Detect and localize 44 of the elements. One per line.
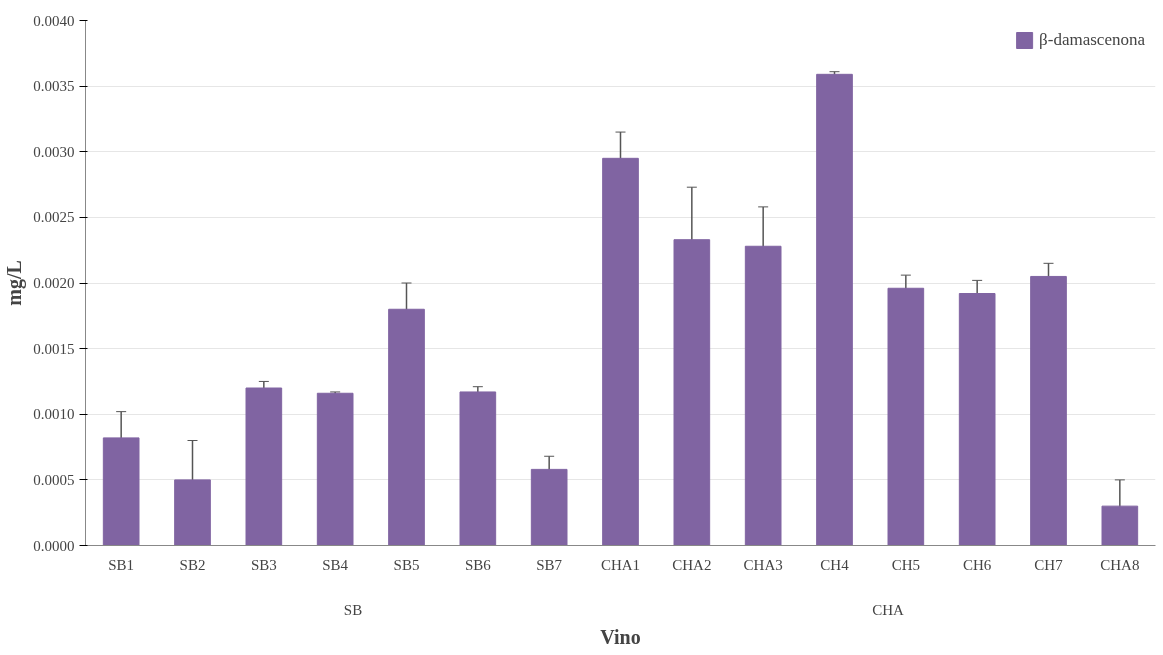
- x-tick-label: SB1: [108, 556, 135, 573]
- bar: [459, 391, 497, 546]
- x-tick-label: CHA2: [672, 556, 712, 573]
- x-tick-label: CHA1: [600, 556, 641, 573]
- bar: [958, 293, 996, 546]
- x-tick-label: CH4: [820, 556, 850, 573]
- bar: [245, 387, 283, 546]
- bar: [174, 479, 211, 546]
- bar: [1030, 275, 1067, 546]
- text: SB: [343, 601, 363, 618]
- x-tick-label: SB2: [179, 556, 206, 573]
- x-tick-label: CH7: [1034, 556, 1064, 573]
- y-tick-label: 0.0000: [33, 537, 75, 554]
- bar: [316, 392, 354, 546]
- x-tick-label: CH6: [963, 556, 992, 573]
- bar: [102, 437, 140, 546]
- y-tick-label: 0.0020: [33, 275, 75, 291]
- y-tick-label: 0.0005: [33, 471, 75, 488]
- y-tick-label: 0.0025: [33, 209, 75, 226]
- x-tick-label: SB3: [250, 556, 277, 573]
- x-tick-label: CHA3: [743, 556, 783, 573]
- x-tick-label: CH5: [891, 556, 921, 573]
- x-tick-label: SB6: [464, 556, 492, 573]
- bar: [887, 287, 925, 546]
- text: CHA: [872, 601, 904, 618]
- bar: [530, 468, 568, 546]
- bar: [816, 73, 853, 546]
- x-tick-label: SB5: [393, 556, 420, 573]
- bar: [1101, 505, 1139, 546]
- bar: [673, 239, 711, 546]
- y-tick-label: 0.0030: [33, 143, 75, 160]
- x-tick-label: SB4: [322, 556, 349, 573]
- y-tick-label: 0.0035: [33, 78, 75, 95]
- bar: [744, 245, 782, 546]
- x-tick-label: CHA8: [1100, 556, 1140, 573]
- bar: [602, 157, 639, 546]
- x-axis-title: Vino: [600, 625, 641, 648]
- y-tick-label: 0.0010: [33, 406, 75, 423]
- x-tick-label: SB7: [536, 556, 563, 573]
- legend-label: β-damascenona: [1039, 30, 1145, 50]
- bar: [388, 308, 425, 546]
- y-axis-title: mg/L: [3, 260, 27, 306]
- y-tick-label: 0.0015: [33, 340, 75, 357]
- y-tick-label: 0.0040: [33, 12, 75, 29]
